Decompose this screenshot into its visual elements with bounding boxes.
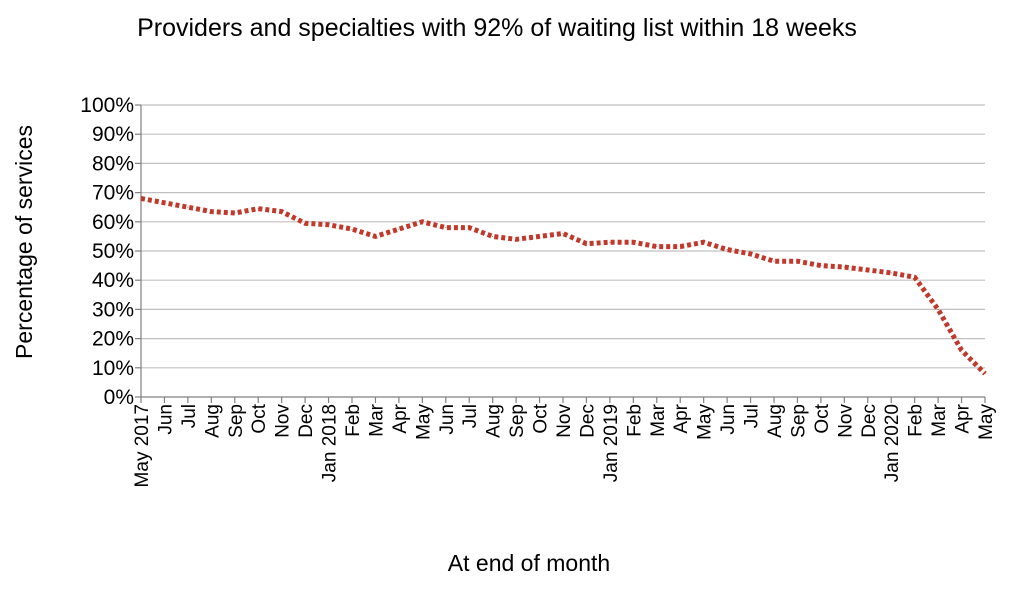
x-axis-label: At end of month xyxy=(448,550,610,576)
x-tick-label: Aug xyxy=(765,404,786,438)
x-tick-label: Mar xyxy=(648,403,669,436)
data-point xyxy=(796,260,798,262)
x-tick-label: Sep xyxy=(507,404,528,438)
x-tick-label: Jan 2019 xyxy=(601,404,622,482)
data-point xyxy=(374,235,376,237)
data-point xyxy=(140,197,142,199)
data-point xyxy=(679,246,681,248)
x-tick-label: May xyxy=(695,404,716,440)
x-tick-label: May xyxy=(413,404,434,440)
y-axis-label: Percentage of services xyxy=(11,125,37,359)
x-tick-label: Jun xyxy=(718,404,739,435)
chart-title: Providers and specialties with 92% of wa… xyxy=(137,14,857,42)
data-point xyxy=(515,238,517,240)
data-point xyxy=(820,265,822,267)
y-tick-label: 100% xyxy=(80,94,134,117)
x-tick-label: Jun xyxy=(155,404,176,435)
data-point xyxy=(703,241,705,243)
x-tick-label: Dec xyxy=(859,404,880,438)
y-tick-label: 20% xyxy=(92,328,134,351)
data-point xyxy=(961,349,963,351)
data-point xyxy=(539,235,541,237)
x-tick-label: Oct xyxy=(531,403,552,433)
data-point xyxy=(914,276,916,278)
data-point xyxy=(656,246,658,248)
x-tick-label: Jul xyxy=(460,404,481,428)
data-point xyxy=(304,222,306,224)
x-tick-label: Dec xyxy=(577,404,598,438)
x-tick-label: Apr xyxy=(671,403,692,433)
data-point xyxy=(492,235,494,237)
data-point xyxy=(843,266,845,268)
data-point xyxy=(398,228,400,230)
x-tick-label: Jun xyxy=(437,404,458,435)
data-point xyxy=(750,253,752,255)
x-tick-label: Jul xyxy=(179,404,200,428)
x-tick-label: Feb xyxy=(906,404,927,437)
data-point xyxy=(609,241,611,243)
x-tick-label: Mar xyxy=(366,403,387,436)
x-tick-label: Jan 2020 xyxy=(882,404,903,482)
x-tick-label: Oct xyxy=(812,403,833,433)
data-point xyxy=(187,206,189,208)
x-tick-label: Sep xyxy=(788,404,809,438)
y-tick-label: 40% xyxy=(92,269,134,292)
y-tick-label: 0% xyxy=(104,386,134,409)
series-line xyxy=(140,195,987,376)
y-tick-label: 30% xyxy=(92,298,134,321)
x-tick-label: May 2017 xyxy=(132,404,153,487)
x-tick-label: Nov xyxy=(273,404,294,438)
gridlines xyxy=(140,104,985,398)
series-group xyxy=(140,195,987,376)
y-tick-label: 50% xyxy=(92,240,134,263)
data-point xyxy=(867,269,869,271)
data-point xyxy=(773,260,775,262)
x-tick-label: Jul xyxy=(742,404,763,428)
x-tick-label: Aug xyxy=(484,404,505,438)
data-point xyxy=(585,243,587,245)
data-point xyxy=(257,208,259,210)
data-point xyxy=(937,308,939,310)
data-point xyxy=(351,228,353,230)
y-tick-label: 60% xyxy=(92,211,134,234)
y-tick-label: 90% xyxy=(92,123,134,146)
y-tick-label: 70% xyxy=(92,182,134,205)
x-tick-label: Oct xyxy=(249,403,270,433)
data-point xyxy=(281,211,283,213)
x-tick-label: Sep xyxy=(226,404,247,438)
x-tick-label: Mar xyxy=(929,403,950,436)
y-axis-ticks: 0% 10% 20% 30% 40% 50% 60% 70% 80% 90% 100% xyxy=(80,94,141,409)
x-tick-label: Apr xyxy=(953,403,974,433)
x-tick-label: Nov xyxy=(554,404,575,438)
data-point xyxy=(234,212,236,214)
x-tick-label: Apr xyxy=(390,403,411,433)
data-point xyxy=(632,241,634,243)
data-point xyxy=(984,373,986,375)
data-point xyxy=(210,211,212,213)
data-point xyxy=(328,224,330,226)
data-point xyxy=(890,272,892,274)
x-tick-label: Feb xyxy=(624,404,645,437)
y-tick-label: 10% xyxy=(92,357,134,380)
x-axis-ticks: May 2017 Jun Jul Aug Sep Oct Nov Dec Jan 2018 Feb… xyxy=(132,397,997,487)
x-tick-label: Jan 2018 xyxy=(320,404,341,482)
x-tick-label: Aug xyxy=(202,404,223,438)
x-tick-label: Feb xyxy=(343,404,364,437)
x-tick-label: Dec xyxy=(296,404,317,438)
x-tick-label: May xyxy=(976,404,997,440)
y-tick-label: 80% xyxy=(92,152,134,175)
data-point xyxy=(726,249,728,251)
data-point xyxy=(421,221,423,223)
x-tick-label: Nov xyxy=(835,404,856,438)
data-point xyxy=(445,227,447,229)
data-point xyxy=(163,202,165,204)
data-point xyxy=(468,227,470,229)
data-point xyxy=(562,232,564,234)
